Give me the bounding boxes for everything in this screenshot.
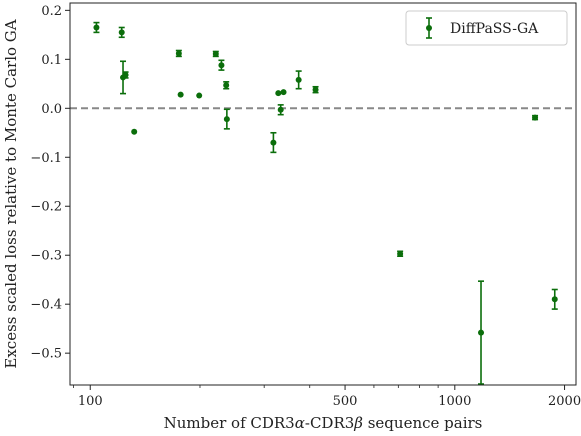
y-tick-label: −0.4 xyxy=(30,298,62,313)
plot-frame xyxy=(69,2,577,386)
y-tick-label: 0.0 xyxy=(41,102,62,117)
legend-box xyxy=(405,10,568,46)
data-point xyxy=(277,106,284,113)
x-axis-ticks: 100 500 1000 2000 xyxy=(73,385,581,409)
data-point xyxy=(93,24,100,31)
data-point xyxy=(212,50,219,57)
legend: DiffPaSS-GA xyxy=(405,10,568,46)
x-tick-label: 500 xyxy=(333,394,358,409)
y-axis-ticks: 0.2 0.1 0.0 −0.1 −0.2 −0.3 −0.4 −0.5 xyxy=(30,4,70,362)
x-axis-label: Number of CDR3α-CDR3β sequence pairs xyxy=(164,414,483,432)
data-point xyxy=(397,250,404,257)
data-point xyxy=(218,62,225,69)
data-point xyxy=(295,76,302,83)
y-tick-label: −0.3 xyxy=(30,249,62,264)
y-tick-label: −0.2 xyxy=(30,200,62,215)
data-point xyxy=(275,90,282,97)
y-tick-label: −0.5 xyxy=(30,347,62,362)
data-point xyxy=(551,296,558,303)
data-point xyxy=(478,329,485,336)
data-point xyxy=(118,29,125,36)
data-point xyxy=(122,71,129,78)
data-point xyxy=(312,86,319,93)
x-axis-label-alpha: α xyxy=(295,414,305,432)
x-axis-label-beta: β xyxy=(353,414,363,432)
data-point xyxy=(223,82,230,89)
y-tick-label: 0.1 xyxy=(41,53,62,68)
data-point xyxy=(196,92,203,99)
data-point xyxy=(177,91,184,98)
x-tick-label: 100 xyxy=(78,394,103,409)
data-marks-layer xyxy=(93,21,558,385)
data-point xyxy=(280,89,287,96)
data-point xyxy=(532,114,539,121)
y-tick-label: −0.1 xyxy=(30,151,62,166)
x-axis-label-part-3: sequence pairs xyxy=(363,414,482,432)
data-point xyxy=(175,50,182,57)
data-point xyxy=(131,128,138,135)
x-axis-label-part-2: -CDR3 xyxy=(305,414,354,432)
legend-marker-icon xyxy=(426,17,432,39)
x-tick-label: 2000 xyxy=(548,394,581,409)
x-axis-label-part-1: Number of CDR3 xyxy=(164,414,295,432)
data-point xyxy=(223,116,230,123)
legend-entry-diffpass-ga: DiffPaSS-GA xyxy=(450,21,539,37)
y-axis-label: Excess scaled loss relative to Monte Car… xyxy=(2,19,20,368)
x-tick-label: 1000 xyxy=(438,394,471,409)
legend-point xyxy=(426,25,432,31)
data-point xyxy=(270,139,277,146)
y-tick-label: 0.2 xyxy=(41,4,62,19)
